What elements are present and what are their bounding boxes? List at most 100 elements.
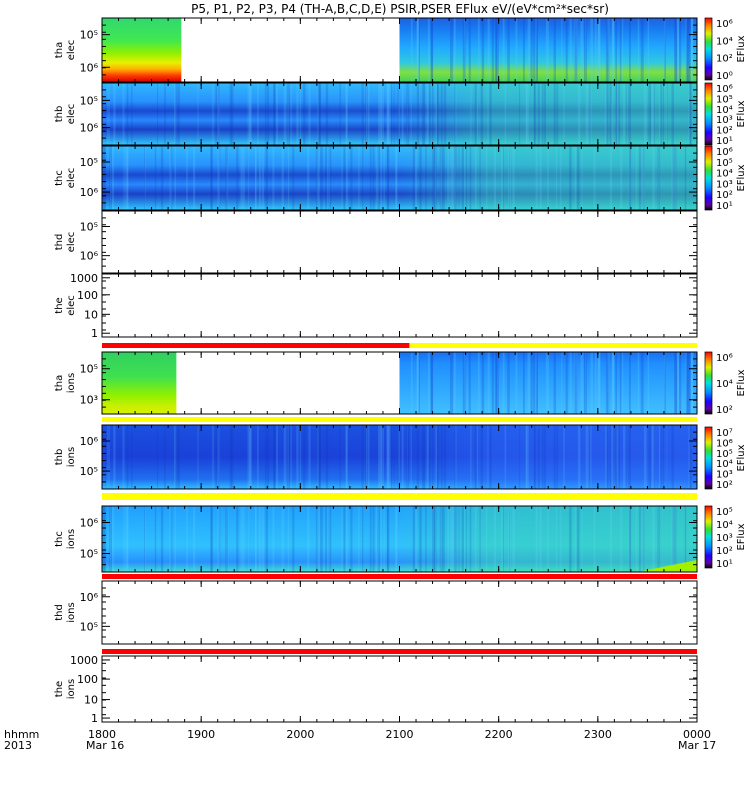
spectrogram-streak xyxy=(442,506,445,572)
spectrogram-streak xyxy=(574,506,577,572)
spectrogram-streak xyxy=(365,83,368,145)
colorbar-tick-label: 10¹ xyxy=(716,136,733,147)
spectrogram-streak xyxy=(533,425,537,489)
spectrogram-streak xyxy=(217,425,220,489)
spectrogram-streak xyxy=(210,146,213,210)
spectrogram-streak xyxy=(420,506,422,572)
spectrogram-streak xyxy=(474,425,478,489)
spectrogram-streak xyxy=(307,506,310,572)
y-tick-label: 1 xyxy=(91,327,98,340)
spectrogram-streak xyxy=(590,352,594,414)
spectrogram-overlay xyxy=(102,425,697,489)
spectrogram-streak xyxy=(242,506,245,572)
spectrogram-streak xyxy=(164,425,166,489)
spectrogram-streak xyxy=(110,146,112,210)
spectrogram-streak xyxy=(397,425,400,489)
spectrogram-streak xyxy=(690,352,693,414)
spectrogram-streak xyxy=(660,425,662,489)
spectrogram-streak xyxy=(560,146,562,210)
spectrogram-streak xyxy=(346,506,348,572)
spectrogram-streak xyxy=(615,425,618,489)
spectrogram-streak xyxy=(502,18,505,82)
spectrogram-streak xyxy=(236,146,239,210)
spectrogram-streak xyxy=(541,83,544,145)
spectrogram-streak xyxy=(432,83,434,145)
spectrogram-streak xyxy=(577,83,581,145)
spectrogram-streak xyxy=(218,83,220,145)
spectrogram-streak xyxy=(283,425,287,489)
spectrogram-streak xyxy=(689,425,692,489)
spectrogram-streak xyxy=(597,18,600,82)
spectrogram-streak xyxy=(628,506,632,572)
spectrogram-streak xyxy=(480,425,484,489)
spectrogram-streak xyxy=(122,425,125,489)
spectrogram-streak xyxy=(169,506,172,572)
spectrogram-streak xyxy=(229,83,232,145)
spectrogram-streak xyxy=(599,18,601,82)
spectrogram-streak xyxy=(416,18,419,82)
colorbar-tick-label: 10⁶ xyxy=(716,147,733,158)
spectrogram-streak xyxy=(431,352,433,414)
x-tick-label: 2000 xyxy=(286,728,314,741)
flags-layer xyxy=(102,343,697,654)
spectrogram-streak xyxy=(108,83,110,145)
spectrogram-streak xyxy=(378,506,380,572)
panel-the-elec: 1000 100 10 1 the elec xyxy=(54,272,698,340)
spectrogram-streak xyxy=(308,83,311,145)
colorbar-tick-label: 10⁶ xyxy=(716,353,733,364)
spectrogram-streak xyxy=(474,146,477,210)
spectrogram-streak xyxy=(367,425,370,489)
spectrogram-streak xyxy=(103,506,107,572)
panel-label-probe: the xyxy=(54,681,65,697)
spectrogram-streak xyxy=(316,146,320,210)
spectrogram-streak xyxy=(519,425,521,489)
spectrogram-streak xyxy=(487,352,490,414)
spectrogram-streak xyxy=(406,83,408,145)
spectrogram-streak xyxy=(422,425,425,489)
colorbar-label: EFlux xyxy=(736,523,747,550)
spectrogram-streak xyxy=(419,506,421,572)
spectrogram-streak xyxy=(266,506,268,572)
spectrogram-streak xyxy=(423,83,426,145)
spectrogram-streak xyxy=(545,18,549,82)
spectrogram-streak xyxy=(287,506,290,572)
spectrogram-streak xyxy=(507,18,510,82)
spectrogram-streak xyxy=(625,83,627,145)
spectrogram-streak xyxy=(379,425,382,489)
spectrogram-streak xyxy=(290,425,292,489)
spectrogram-streak xyxy=(479,506,481,572)
spectrogram-streak xyxy=(584,352,587,414)
spectrogram-streak xyxy=(675,352,678,414)
spectrogram-streak xyxy=(658,146,660,210)
spectrogram-streak xyxy=(501,506,504,572)
y-tick-label: 10⁶ xyxy=(80,61,99,74)
spectrogram-streak xyxy=(386,83,390,145)
spectrogram-streak xyxy=(217,146,220,210)
spectrogram-streak xyxy=(160,506,164,572)
spectrogram-streak xyxy=(102,506,105,572)
spectrogram-streak xyxy=(406,425,409,489)
spectrogram-streak xyxy=(299,425,301,489)
spectrogram-streak xyxy=(688,352,691,414)
spectrogram-streak xyxy=(131,425,133,489)
spectrogram-overlay xyxy=(102,506,697,572)
colorbar-tick-label: 10⁵ xyxy=(716,94,733,105)
spectrogram-streak xyxy=(287,83,290,145)
spectrogram-streak xyxy=(672,506,674,572)
spectrogram-streak xyxy=(615,83,618,145)
spectrogram-streak xyxy=(509,146,511,210)
spectrogram-streak xyxy=(318,425,321,489)
spectrogram-streak xyxy=(290,83,292,145)
spectrogram-streak xyxy=(261,506,264,572)
spectrogram-streak xyxy=(350,146,353,210)
spectrogram-streak xyxy=(365,83,368,145)
y-tick-label: 10⁵ xyxy=(80,29,98,42)
spectrogram-streak xyxy=(157,425,158,489)
spectrogram-streak xyxy=(367,83,370,145)
spectrogram-streak xyxy=(144,506,145,572)
panel-background xyxy=(102,274,697,337)
spectrogram-streak xyxy=(454,146,457,210)
